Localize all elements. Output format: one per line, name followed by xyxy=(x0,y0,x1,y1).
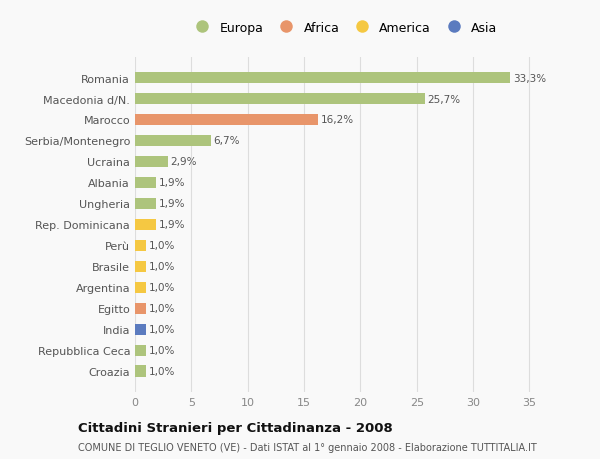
Text: Cittadini Stranieri per Cittadinanza - 2008: Cittadini Stranieri per Cittadinanza - 2… xyxy=(78,421,393,434)
Text: 25,7%: 25,7% xyxy=(427,94,461,104)
Bar xyxy=(135,345,146,356)
Text: 1,0%: 1,0% xyxy=(149,262,175,272)
Text: 1,0%: 1,0% xyxy=(149,304,175,313)
Text: COMUNE DI TEGLIO VENETO (VE) - Dati ISTAT al 1° gennaio 2008 - Elaborazione TUTT: COMUNE DI TEGLIO VENETO (VE) - Dati ISTA… xyxy=(78,442,537,452)
Bar xyxy=(135,282,146,293)
Text: 1,0%: 1,0% xyxy=(149,283,175,293)
Bar xyxy=(135,261,146,273)
Bar xyxy=(135,73,510,84)
Text: 6,7%: 6,7% xyxy=(214,136,240,146)
Bar xyxy=(135,303,146,314)
Bar xyxy=(135,177,157,189)
Text: 16,2%: 16,2% xyxy=(320,115,353,125)
Bar xyxy=(135,198,157,210)
Text: 1,0%: 1,0% xyxy=(149,346,175,356)
Bar xyxy=(135,94,425,105)
Text: 33,3%: 33,3% xyxy=(513,73,546,84)
Bar xyxy=(135,135,211,147)
Bar xyxy=(135,114,317,126)
Bar xyxy=(135,366,146,377)
Text: 1,0%: 1,0% xyxy=(149,325,175,335)
Legend: Europa, Africa, America, Asia: Europa, Africa, America, Asia xyxy=(185,17,502,39)
Text: 1,9%: 1,9% xyxy=(159,220,186,230)
Bar xyxy=(135,157,167,168)
Text: 1,0%: 1,0% xyxy=(149,241,175,251)
Text: 1,9%: 1,9% xyxy=(159,199,186,209)
Text: 1,9%: 1,9% xyxy=(159,178,186,188)
Bar xyxy=(135,219,157,231)
Bar xyxy=(135,240,146,252)
Bar xyxy=(135,324,146,336)
Text: 1,0%: 1,0% xyxy=(149,366,175,376)
Text: 2,9%: 2,9% xyxy=(170,157,197,167)
